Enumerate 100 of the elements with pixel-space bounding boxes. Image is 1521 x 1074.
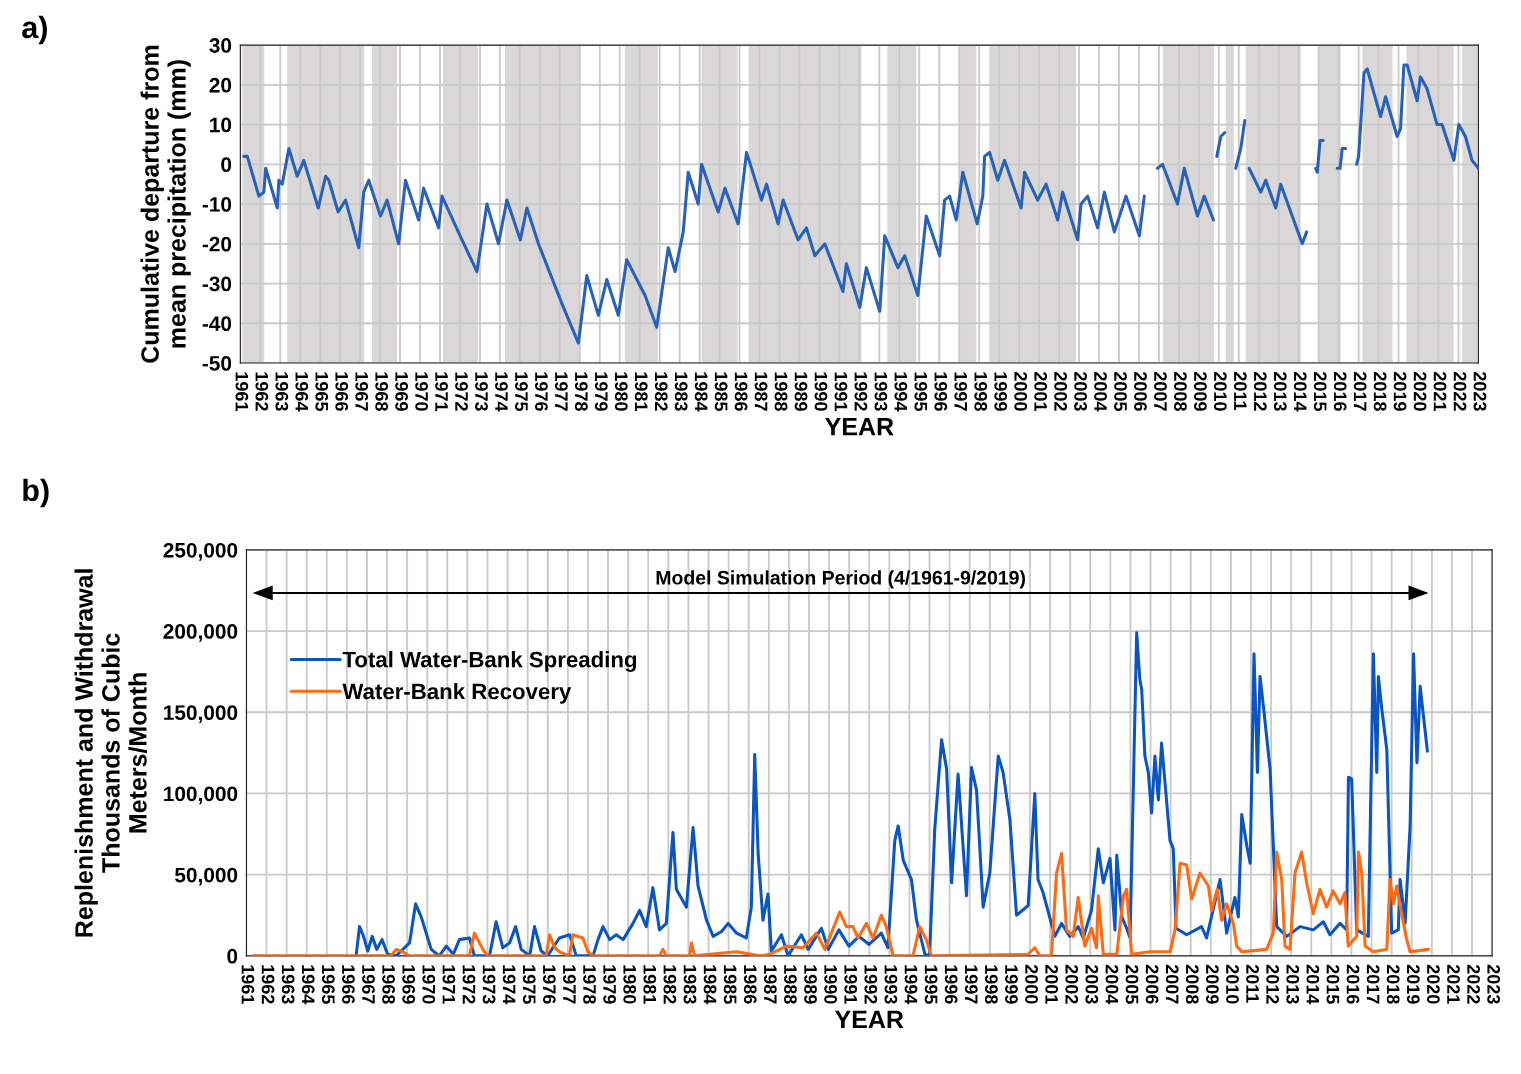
x-tick-label: 1999 <box>994 372 1008 411</box>
x-tick-label: 1981 <box>643 965 657 1004</box>
x-axis-title: YEAR <box>834 1010 904 1029</box>
x-tick-label: 2009 <box>1205 964 1219 1004</box>
x-tick-label: 1967 <box>362 965 375 1004</box>
x-tick-label: 2018 <box>1373 371 1387 411</box>
x-tick-label: 2004 <box>1105 964 1119 1005</box>
x-tick-label: 2002 <box>1065 964 1079 1004</box>
x-tick-label: 2010 <box>1213 371 1227 411</box>
x-tick-label: 2006 <box>1145 964 1159 1004</box>
y-tick-label: -40 <box>202 316 232 332</box>
chart-title: b) <box>23 478 49 508</box>
y-tick-label: 250,000 <box>163 542 238 561</box>
x-tick-label: 2013 <box>1286 964 1300 1004</box>
x-tick-label: 1963 <box>281 965 295 1004</box>
x-tick-label: 1982 <box>654 372 668 411</box>
x-tick-label: 2000 <box>1014 371 1028 411</box>
x-tick-label: 2015 <box>1313 371 1327 412</box>
annotation: Model Simulation Period (4/1961-9/2019) <box>656 570 1025 589</box>
x-tick-label: 1982 <box>663 965 677 1004</box>
x-tick-label: 1962 <box>261 965 275 1004</box>
x-tick-label: 2001 <box>1045 964 1059 1004</box>
x-tick-label: 1990 <box>824 965 838 1004</box>
x-tick-label: 2009 <box>1194 371 1207 411</box>
x-tick-label: 1978 <box>574 372 588 411</box>
y-tick-label: -20 <box>202 236 232 252</box>
x-tick-label: 2023 <box>1487 964 1501 1004</box>
x-tick-label: 2022 <box>1453 371 1467 411</box>
x-tick-label: 2007 <box>1165 964 1179 1004</box>
x-tick-label: 1972 <box>462 965 476 1004</box>
x-tick-label: 2016 <box>1333 371 1347 411</box>
x-tick-label: 1995 <box>924 965 938 1004</box>
y-tick-label: 20 <box>209 77 232 93</box>
x-tick-label: 2022 <box>1467 964 1480 1004</box>
y-tick-label: 0 <box>221 157 232 173</box>
x-tick-label: 2016 <box>1346 964 1360 1004</box>
x-tick-label: 1978 <box>583 965 596 1004</box>
x-tick-label: 1969 <box>395 372 409 411</box>
x-tick-label: 2012 <box>1253 371 1267 411</box>
x-tick-label: 1976 <box>535 372 548 411</box>
x-tick-label: 1991 <box>834 372 848 412</box>
x-tick-label: 1991 <box>844 965 858 1004</box>
x-tick-label: 1997 <box>964 965 978 1004</box>
x-tick-label: 2001 <box>1034 371 1048 412</box>
x-tick-label: 1987 <box>754 372 768 411</box>
x-tick-label: 1965 <box>321 965 335 1004</box>
x-tick-label: 2005 <box>1125 964 1139 1004</box>
x-tick-label: 1979 <box>594 372 608 411</box>
x-tick-label: 1963 <box>275 372 289 411</box>
x-axis-title: YEAR <box>825 417 894 436</box>
x-tick-label: 1993 <box>874 372 888 411</box>
x-tick-label: 2013 <box>1273 371 1287 411</box>
x-tick-label: 1987 <box>763 965 777 1004</box>
x-tick-label: 2006 <box>1134 371 1147 411</box>
x-tick-label: 1989 <box>804 965 817 1004</box>
x-tick-label: 2005 <box>1114 371 1127 412</box>
x-tick-label: 2002 <box>1054 371 1067 411</box>
x-tick-label: 1968 <box>375 372 389 411</box>
y-tick-label: 30 <box>209 38 232 53</box>
x-tick-label: 1994 <box>894 372 908 412</box>
x-tick-label: 1965 <box>315 372 329 412</box>
x-tick-label: 2007 <box>1154 371 1167 411</box>
x-tick-label: 1981 <box>634 372 648 412</box>
x-tick-label: 2003 <box>1074 371 1087 411</box>
x-tick-label: 1976 <box>542 965 556 1004</box>
x-tick-label: 2018 <box>1386 964 1400 1004</box>
x-tick-label: 1975 <box>515 372 528 412</box>
x-tick-label: 2008 <box>1185 964 1199 1004</box>
x-tick-label: 2014 <box>1306 964 1320 1005</box>
x-tick-label: 1984 <box>703 965 717 1005</box>
x-tick-label: 1990 <box>814 372 828 411</box>
x-tick-label: 1979 <box>603 965 616 1004</box>
x-tick-label: 1972 <box>455 372 468 411</box>
x-tick-label: 1997 <box>954 372 968 411</box>
y-tick-label: 50,000 <box>175 867 238 886</box>
y-axis-title: Cumulative departure from mean precipitation (mm) <box>140 45 191 363</box>
x-tick-label: 1971 <box>442 965 456 1004</box>
x-tick-label: 1995 <box>914 372 928 412</box>
x-tick-label: 1974 <box>495 372 508 412</box>
x-tick-label: 1970 <box>422 965 436 1004</box>
legend-label: Total Water-Bank Spreading <box>342 651 637 672</box>
x-tick-label: 2004 <box>1094 371 1107 412</box>
x-tick-label: 1962 <box>255 372 269 411</box>
x-tick-label: 1998 <box>974 372 988 411</box>
x-tick-label: 1985 <box>723 965 737 1004</box>
x-tick-label: 2021 <box>1447 964 1460 1004</box>
x-tick-label: 2010 <box>1226 964 1239 1004</box>
x-tick-label: 2019 <box>1393 371 1407 411</box>
x-tick-label: 1966 <box>335 372 349 411</box>
y-tick-label: 100,000 <box>164 786 238 805</box>
x-tick-label: 1988 <box>774 372 788 411</box>
x-tick-label: 1993 <box>884 965 898 1004</box>
legend-label: Water-Bank Recovery <box>342 683 572 704</box>
x-tick-label: 1968 <box>382 965 395 1004</box>
x-tick-label: 1983 <box>683 965 697 1004</box>
x-tick-label: 1964 <box>295 372 309 412</box>
x-tick-label: 1977 <box>563 965 576 1004</box>
x-tick-label: 1983 <box>674 372 688 411</box>
x-tick-label: 2017 <box>1353 371 1367 411</box>
x-tick-label: 2011 <box>1246 964 1259 1003</box>
